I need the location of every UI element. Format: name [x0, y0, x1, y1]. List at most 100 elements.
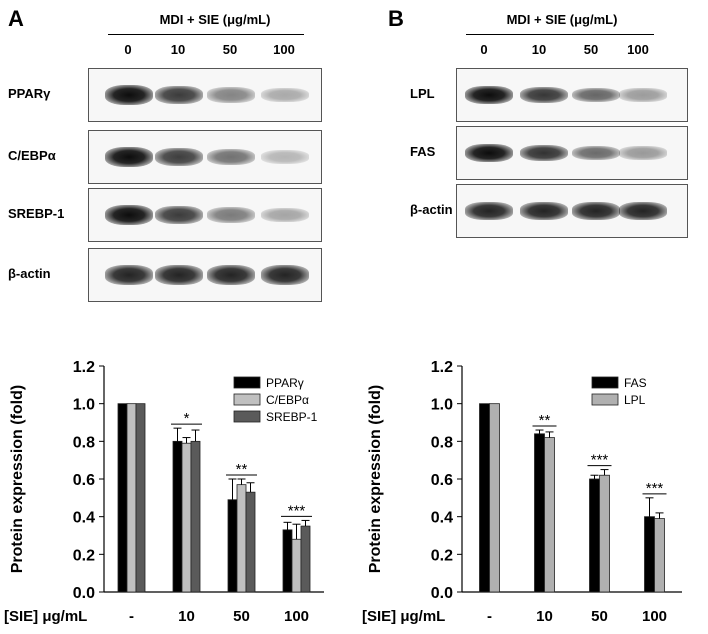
chart-b-legend-swatch-1 — [591, 393, 619, 406]
chart-a-legend-swatch-2 — [233, 410, 261, 423]
panel-a-blot-label-0: PPARγ — [8, 86, 51, 101]
chart-a-xtick-label-1: 10 — [178, 608, 195, 625]
chart-a-ytick-label-2: 0.4 — [73, 510, 95, 527]
chart-a-sig-2: ** — [236, 461, 248, 478]
panel-a-blot-label-3: β-actin — [8, 266, 51, 281]
panel-b-blot-label-2: β-actin — [410, 202, 453, 217]
panel-a-blot-2 — [88, 188, 322, 242]
panel-a-band-0-3 — [261, 88, 309, 102]
chart-a-bar-1-1 — [181, 442, 192, 593]
panel-a-dose-1: 10 — [170, 42, 186, 57]
chart-b-bar-1-1 — [544, 437, 555, 593]
panel-b-blot-0 — [456, 68, 688, 122]
chart-b-xlabel: [SIE] μg/mL — [362, 608, 445, 625]
chart-b-bar-1-3 — [654, 518, 665, 593]
chart-a-ytick-label-0: 0.0 — [73, 585, 95, 602]
chart-b-sig-2: *** — [591, 452, 609, 469]
panel-a-band-2-0 — [105, 205, 153, 225]
panel-a-header-line — [108, 34, 304, 35]
chart-b-bar-0-3 — [644, 516, 655, 593]
panel-a-band-1-3 — [261, 150, 309, 164]
chart-b-xtick-label-1: 10 — [536, 608, 553, 625]
panel-b-header: MDI + SIE (μg/mL) — [506, 12, 618, 27]
panel-b-band-1-1 — [520, 144, 568, 162]
panel-b-blot-2 — [456, 184, 688, 238]
chart-b-ytick-label-5: 1.0 — [431, 397, 453, 414]
chart-a-ytick-label-4: 0.8 — [73, 434, 95, 451]
chart-a-bar-1-2 — [236, 484, 247, 593]
chart-b-bar-0-2 — [589, 478, 600, 593]
panel-a-band-3-0 — [105, 265, 153, 285]
panel-a-dose-0: 0 — [124, 42, 132, 57]
chart-b-sig-3: *** — [646, 480, 664, 497]
chart-b-ytick-label-3: 0.6 — [431, 472, 453, 489]
chart-b-xtick-label-0: - — [487, 608, 492, 625]
panel-a-band-3-1 — [155, 265, 203, 285]
chart-a-bar-0-2 — [227, 499, 238, 593]
chart-b-sig-1: ** — [539, 412, 551, 429]
chart-a-xtick-label-3: 100 — [284, 608, 309, 625]
panel-b-band-2-3 — [619, 202, 667, 220]
panel-b-dose-0: 0 — [480, 42, 488, 57]
panel-a-blot-1 — [88, 130, 322, 184]
chart-b-bar-1-0 — [489, 403, 500, 593]
panel-b-dose-1: 10 — [531, 42, 547, 57]
chart-a-legend-label-0: PPARγ — [266, 376, 304, 390]
chart-a-legend-swatch-1 — [233, 393, 261, 406]
panel-b-band-1-2 — [572, 145, 620, 161]
chart-b-ytick-label-4: 0.8 — [431, 434, 453, 451]
panel-b-band-2-2 — [572, 202, 620, 220]
chart-a-ytick-label-5: 1.0 — [73, 397, 95, 414]
panel-b-doses: 0 10 50 100 — [466, 42, 654, 58]
chart-b-legend-label-1: LPL — [624, 393, 646, 407]
chart-a-bar-2-2 — [245, 491, 256, 593]
chart-a-legend-label-2: SREBP-1 — [266, 410, 318, 424]
chart-b-ytick-label-0: 0.0 — [431, 585, 453, 602]
chart-a-bar-1-0 — [126, 403, 137, 593]
panel-b-blots: LPL FAS β-actin — [380, 68, 708, 258]
panel-a-dose-2: 50 — [222, 42, 238, 57]
panel-a-band-2-1 — [155, 205, 203, 225]
chart-a-ytick-label-1: 0.2 — [73, 547, 95, 564]
panel-b-header-line — [466, 34, 654, 35]
chart-b-bar-1-2 — [599, 474, 610, 593]
panel-a-band-3-2 — [207, 265, 255, 285]
panel-a-doses: 0 10 50 100 — [112, 42, 308, 58]
panel-b-band-1-3 — [619, 146, 667, 160]
panel-a-header: MDI + SIE (μg/mL) — [159, 12, 271, 27]
panel-a-letter: A — [8, 6, 24, 31]
panel-b-blot-label-1: FAS — [410, 144, 436, 159]
panel-a-blot-label-1: C/EBPα — [8, 148, 56, 163]
panel-a-blot-3 — [88, 248, 322, 302]
chart-a-bar-2-0 — [135, 403, 146, 593]
chart-a-ytick-label-6: 1.2 — [73, 359, 95, 376]
chart-b-legend-label-0: FAS — [624, 376, 647, 390]
chart-b: 0.0 0.2 0.4 0.6 0.8 1.0 1.2 Protein expression … — [362, 359, 682, 625]
chart-a-bar-2-3 — [300, 525, 311, 593]
chart-b-legend-swatch-0 — [591, 376, 619, 389]
panel-b-blot-1 — [456, 126, 688, 180]
chart-a-bar-1-3 — [291, 538, 302, 593]
panel-a-band-1-1 — [155, 147, 203, 167]
panel-a-band-2-2 — [207, 207, 255, 223]
chart-a-xlabel: [SIE] μg/mL — [4, 608, 87, 625]
chart-b-ylabel: Protein expression (fold) — [367, 385, 384, 573]
panel-b-band-0-0 — [465, 86, 513, 104]
panel-a-blot-label-2: SREBP-1 — [8, 206, 65, 221]
chart-b-xtick-label-3: 100 — [642, 608, 667, 625]
panel-a-blots: PPARγ C/EBPα SREBP-1 β-actin — [0, 68, 340, 318]
panel-a-band-3-3 — [261, 265, 309, 285]
chart-a-legend-swatch-0 — [233, 376, 261, 389]
chart-a-xtick-label-2: 50 — [233, 608, 250, 625]
panel-a-band-0-1 — [155, 85, 203, 105]
panel-a-blot-0 — [88, 68, 322, 122]
chart-b-bar-0-1 — [534, 433, 545, 593]
chart-b-xtick-label-2: 50 — [591, 608, 608, 625]
chart-b-ytick-label-2: 0.4 — [431, 510, 453, 527]
panel-a-band-2-3 — [261, 207, 309, 223]
chart-a-bar-2-1 — [190, 440, 201, 593]
panel-a-band-0-2 — [207, 87, 255, 103]
chart-a-ytick-label-3: 0.6 — [73, 472, 95, 489]
chart-a-bar-0-1 — [172, 440, 183, 593]
chart-a-sig-1: * — [184, 410, 190, 427]
